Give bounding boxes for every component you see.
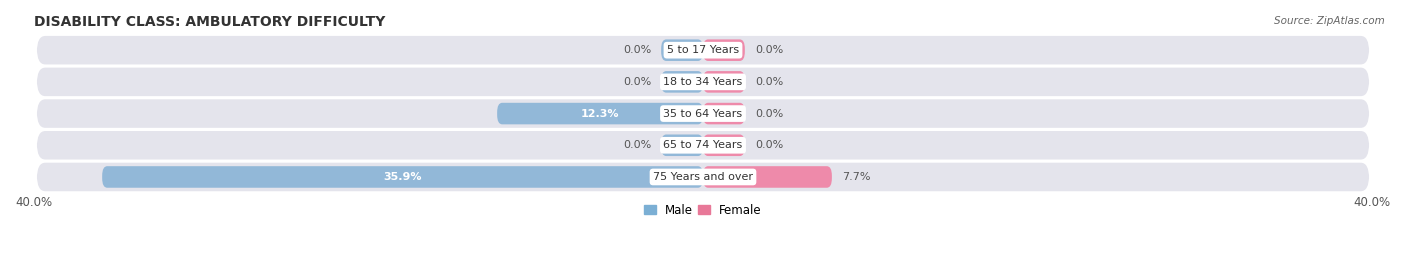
Text: 12.3%: 12.3%: [581, 109, 619, 119]
FancyBboxPatch shape: [37, 163, 1369, 191]
FancyBboxPatch shape: [703, 166, 832, 188]
FancyBboxPatch shape: [37, 68, 1369, 96]
FancyBboxPatch shape: [37, 36, 1369, 65]
Text: 65 to 74 Years: 65 to 74 Years: [664, 140, 742, 150]
FancyBboxPatch shape: [498, 103, 703, 124]
Legend: Male, Female: Male, Female: [640, 199, 766, 222]
FancyBboxPatch shape: [37, 131, 1369, 160]
FancyBboxPatch shape: [703, 71, 745, 93]
Text: 35.9%: 35.9%: [384, 172, 422, 182]
FancyBboxPatch shape: [661, 134, 703, 156]
Text: DISABILITY CLASS: AMBULATORY DIFFICULTY: DISABILITY CLASS: AMBULATORY DIFFICULTY: [34, 15, 385, 29]
Text: 0.0%: 0.0%: [623, 140, 651, 150]
FancyBboxPatch shape: [703, 39, 745, 61]
Text: Source: ZipAtlas.com: Source: ZipAtlas.com: [1274, 16, 1385, 26]
Text: 0.0%: 0.0%: [755, 45, 783, 55]
Text: 0.0%: 0.0%: [755, 77, 783, 87]
FancyBboxPatch shape: [703, 134, 745, 156]
FancyBboxPatch shape: [703, 103, 745, 124]
Text: 0.0%: 0.0%: [623, 77, 651, 87]
Text: 0.0%: 0.0%: [755, 140, 783, 150]
FancyBboxPatch shape: [661, 71, 703, 93]
FancyBboxPatch shape: [661, 39, 703, 61]
Text: 0.0%: 0.0%: [623, 45, 651, 55]
FancyBboxPatch shape: [103, 166, 703, 188]
FancyBboxPatch shape: [37, 99, 1369, 128]
Text: 0.0%: 0.0%: [755, 109, 783, 119]
Text: 18 to 34 Years: 18 to 34 Years: [664, 77, 742, 87]
Text: 7.7%: 7.7%: [842, 172, 870, 182]
Text: 5 to 17 Years: 5 to 17 Years: [666, 45, 740, 55]
Text: 75 Years and over: 75 Years and over: [652, 172, 754, 182]
Text: 35 to 64 Years: 35 to 64 Years: [664, 109, 742, 119]
